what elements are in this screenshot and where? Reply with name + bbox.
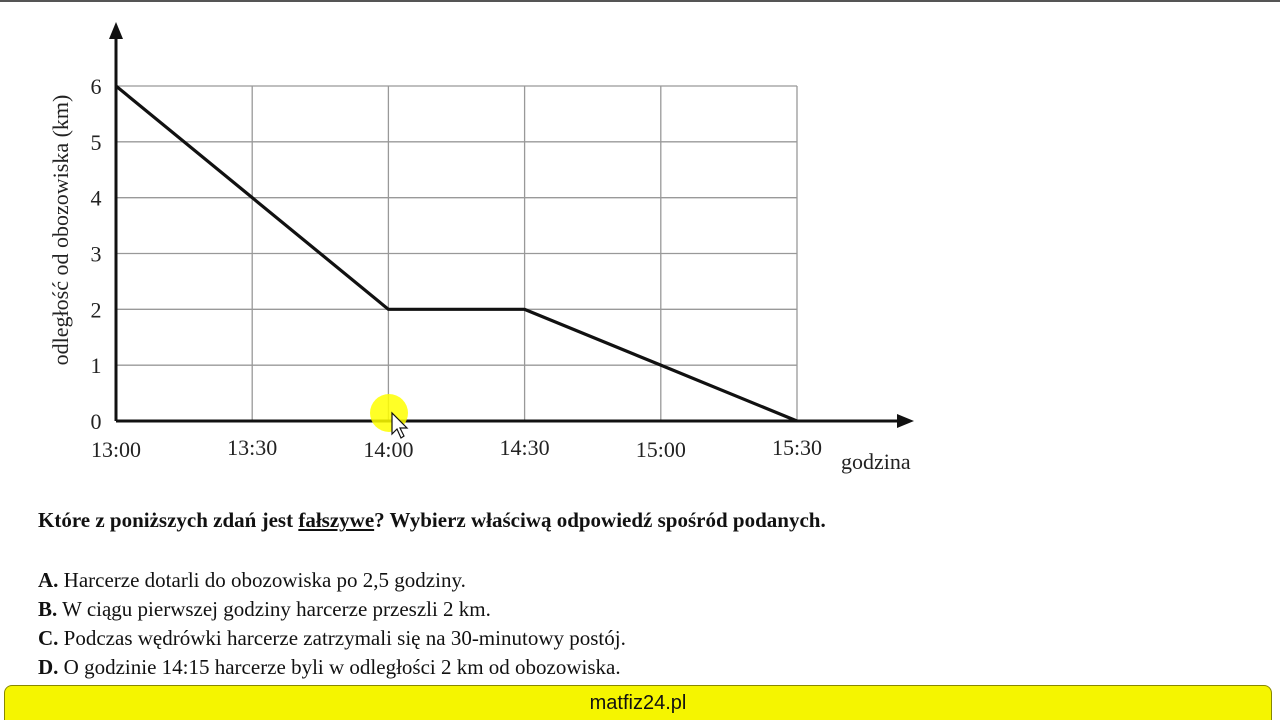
question-before: Które z poniższych zdań jest <box>38 508 299 532</box>
option-a: A. Harcerze dotarli do obozowiska po 2,5… <box>38 566 1258 595</box>
x-tick-label: 15:30 <box>772 435 822 460</box>
answer-options: A. Harcerze dotarli do obozowiska po 2,5… <box>38 566 1258 682</box>
top-rule <box>0 0 1280 2</box>
option-d: D. O godzinie 14:15 harcerze byli w odle… <box>38 653 1258 682</box>
footer-site-name: matfiz24.pl <box>589 691 687 714</box>
y-tick-label: 0 <box>91 409 102 434</box>
x-tick-label: 13:30 <box>227 435 277 460</box>
x-tick-label: 14:30 <box>500 435 550 460</box>
y-tick-label: 2 <box>91 297 102 322</box>
distance-time-chart: 13:00 13:30 14:00 14:30 15:00 15:30 0 1 2 3 4 5 6 god… <box>48 22 914 474</box>
option-letter: D. <box>38 655 59 679</box>
question-after: ? Wybierz właściwą odpowiedź spośród pod… <box>374 508 826 532</box>
x-tick-label: 13:00 <box>91 437 141 462</box>
y-tick-label: 5 <box>91 130 102 155</box>
y-tick-label: 1 <box>91 353 102 378</box>
y-axis-arrow <box>109 22 123 39</box>
x-tick-label: 15:00 <box>636 437 686 462</box>
x-axis-arrow <box>897 414 914 428</box>
option-text: O godzinie 14:15 harcerze byli w odległo… <box>58 655 621 679</box>
y-tick-label: 4 <box>91 186 102 211</box>
option-c: C. Podczas wędrówki harcerze zatrzymali … <box>38 624 1258 653</box>
option-letter: A. <box>38 568 59 592</box>
option-text: Harcerze dotarli do obozowiska po 2,5 go… <box>58 568 466 592</box>
option-text: Podczas wędrówki harcerze zatrzymali się… <box>58 626 626 650</box>
option-b: B. W ciągu pierwszej godziny harcerze pr… <box>38 595 1258 624</box>
footer-bar: matfiz24.pl <box>4 685 1272 720</box>
series-line <box>114 84 798 423</box>
option-letter: C. <box>38 626 59 650</box>
x-axis-label: godzina <box>841 449 911 474</box>
option-text: W ciągu pierwszej godziny harcerze przes… <box>57 597 491 621</box>
mouse-pointer-icon <box>391 411 409 439</box>
x-tick-label: 14:00 <box>363 437 413 462</box>
y-tick-label: 3 <box>91 242 102 267</box>
option-letter: B. <box>38 597 58 621</box>
question-underlined: fałszywe <box>298 508 375 532</box>
y-tick-label: 6 <box>91 74 102 99</box>
y-axis-label: odległość od obozowiska (km) <box>48 95 73 366</box>
question-text: Które z poniższych zdań jest fałszywe? W… <box>38 508 1258 533</box>
